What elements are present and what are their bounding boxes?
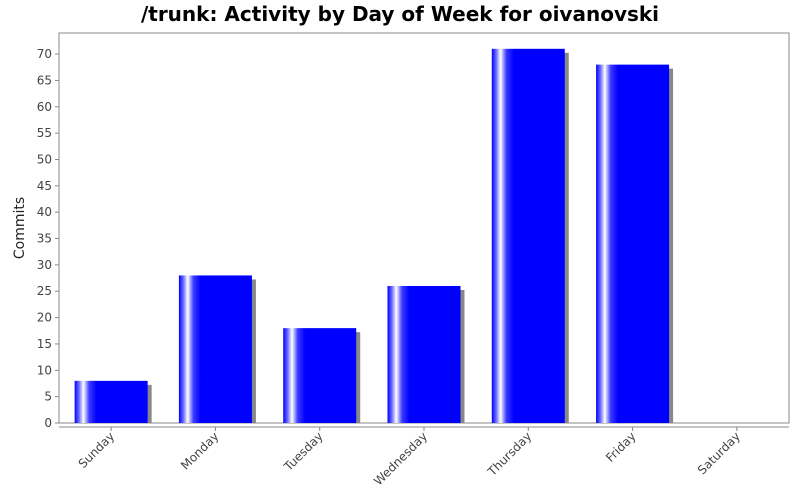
y-tick-label: 35 bbox=[37, 232, 52, 246]
x-tick-label: Thursday bbox=[484, 429, 534, 479]
bar-tuesday bbox=[283, 328, 357, 423]
y-tick-label: 40 bbox=[37, 205, 52, 219]
bar-sunday bbox=[74, 380, 148, 423]
y-axis-title: Commits bbox=[12, 197, 28, 259]
y-tick-label: 30 bbox=[37, 258, 52, 272]
x-tick-label: Friday bbox=[603, 429, 639, 465]
x-tick-label: Sunday bbox=[76, 429, 118, 471]
y-tick-label: 10 bbox=[37, 363, 52, 377]
y-tick-label: 25 bbox=[37, 284, 52, 298]
x-tick-label: Wednesday bbox=[371, 429, 430, 488]
y-tick-label: 70 bbox=[37, 47, 52, 61]
x-tick-label: Monday bbox=[178, 429, 221, 472]
bar-wednesday bbox=[387, 285, 461, 423]
y-tick-label: 50 bbox=[37, 152, 52, 166]
y-tick-label: 0 bbox=[44, 416, 52, 430]
chart-title: /trunk: Activity by Day of Week for oiva… bbox=[140, 2, 660, 26]
y-tick-label: 65 bbox=[37, 73, 52, 87]
bar-friday bbox=[596, 64, 670, 424]
x-tick-label: Saturday bbox=[695, 429, 743, 477]
y-tick-label: 15 bbox=[37, 337, 52, 351]
bar-thursday bbox=[491, 48, 565, 423]
y-tick-label: 45 bbox=[37, 179, 52, 193]
y-tick-label: 5 bbox=[44, 390, 52, 404]
y-tick-label: 60 bbox=[37, 100, 52, 114]
bar-monday bbox=[178, 275, 252, 423]
y-tick-label: 55 bbox=[37, 126, 52, 140]
y-tick-label: 20 bbox=[37, 311, 52, 325]
x-tick-label: Tuesday bbox=[281, 429, 326, 474]
